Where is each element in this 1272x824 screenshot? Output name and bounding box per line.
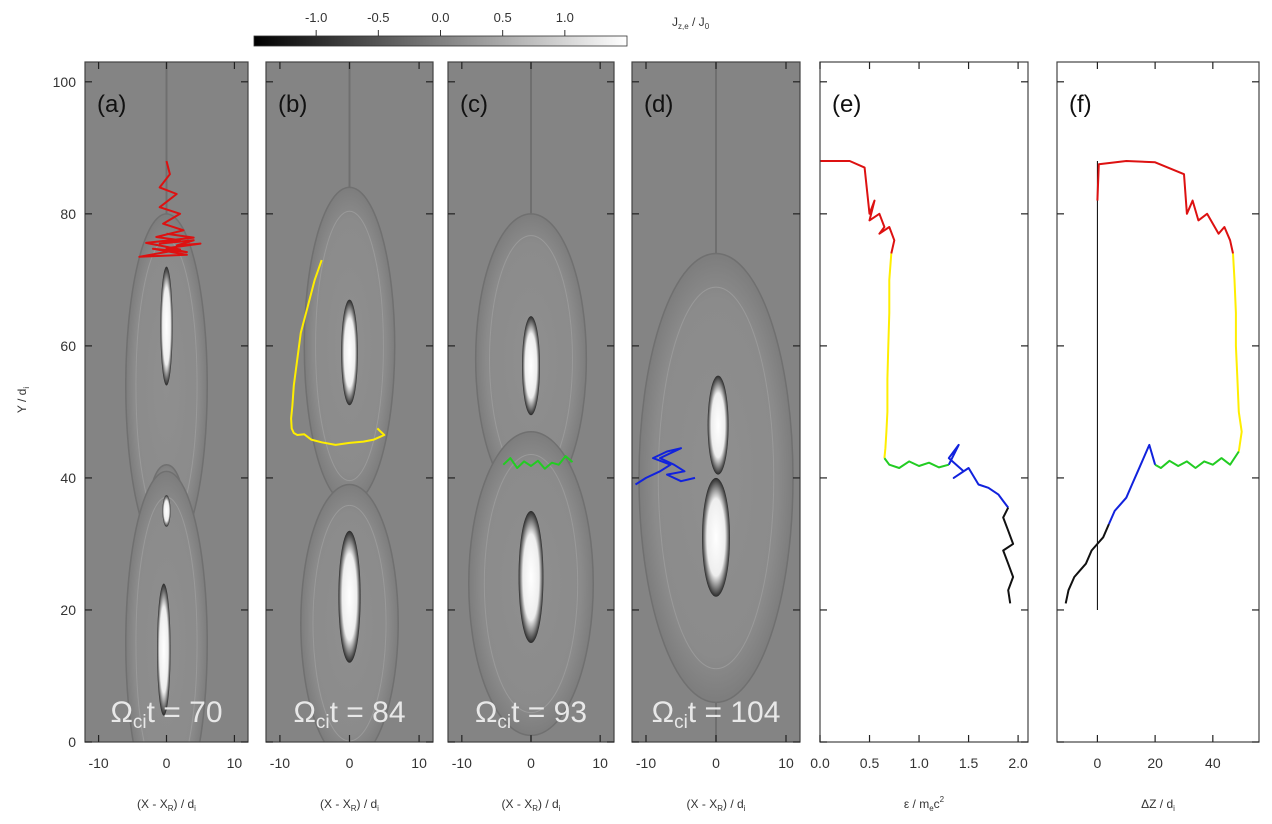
current-core (702, 477, 730, 597)
series-line (947, 443, 1009, 509)
y-tick-labels: 0 20 40 60 80 100 (53, 74, 77, 750)
plot-background (820, 62, 1028, 742)
y-tick-label: 20 (60, 602, 76, 618)
island-contour (657, 286, 775, 670)
series-line (1064, 523, 1110, 604)
series-line (883, 457, 950, 469)
series-line (883, 253, 893, 459)
electron-trajectory (634, 447, 696, 486)
island-contour (483, 453, 579, 714)
y-tick-label: 60 (60, 338, 76, 354)
x-tick-label: 0.5 (860, 755, 880, 771)
panel-frame (819, 61, 1029, 743)
x-axis-label: ΔZ / di (1141, 797, 1175, 813)
x-axis-label: (X - XR) / di (137, 797, 196, 813)
colorbar-tick-label: 0.5 (494, 10, 512, 25)
y-tick-label: 0 (68, 734, 76, 750)
series-line (820, 160, 896, 254)
x-tick-label: 1.5 (959, 755, 979, 771)
time-label: Ωcit = 70 (110, 696, 222, 733)
panel-e: 0.0 0.5 1.0 1.5 2.0 (e) ε / mec2 (810, 61, 1029, 813)
x-tick-label: 2.0 (1008, 755, 1028, 771)
current-core (707, 375, 729, 475)
colorbar-tick-label: -1.0 (305, 10, 327, 25)
series-line (1154, 450, 1240, 469)
x-axis-label: (X - XR) / di (687, 797, 746, 813)
panel-b: Ωcit = 84 -10 0 10 (b) (X - XR) / di (265, 61, 434, 813)
current-core (338, 530, 361, 663)
colorbar-tick-label: 0.0 (431, 10, 449, 25)
current-core (162, 495, 171, 527)
x-tick-label: -10 (270, 755, 290, 771)
panel-a: Ωcit = 70 -10 0 10 (a) (X - XR) / di (84, 61, 249, 813)
colorbar-tick-label: -0.5 (367, 10, 389, 25)
panel-f: 0 20 40 (f) ΔZ / di (1056, 61, 1260, 813)
x-tick-label: -10 (452, 755, 472, 771)
x-tick-label: 0 (1094, 755, 1102, 771)
x-axis-label: (X - XR) / di (320, 797, 379, 813)
y-tick-label: 100 (53, 74, 77, 90)
colorbar-tick-label: 1.0 (556, 10, 574, 25)
series-line (1002, 507, 1015, 604)
series-line (1107, 443, 1157, 525)
colorbar-gradient (253, 35, 628, 47)
electron-trajectory (502, 455, 574, 470)
panel-frame (1056, 61, 1260, 743)
colorbar-label: Jz,e / J0 (672, 15, 710, 31)
x-tick-label: 10 (592, 755, 608, 771)
time-label: Ωcit = 84 (293, 696, 405, 733)
plot-background (1057, 62, 1259, 742)
current-core (156, 583, 171, 716)
panel-d: Ωcit = 104 -10 0 10 (d) (X - XR) / di (631, 61, 801, 813)
panel-label: (b) (278, 91, 307, 118)
panel-c: Ωcit = 93 -10 0 10 (c) (X - XR) / di (447, 61, 615, 813)
y-tick-label: 40 (60, 470, 76, 486)
x-tick-label: 20 (1147, 755, 1163, 771)
x-tick-label: 0.0 (810, 755, 830, 771)
x-tick-label: 0 (346, 755, 354, 771)
x-axis-label: ε / mec2 (904, 795, 945, 813)
panel-label: (f) (1069, 91, 1092, 118)
x-tick-label: 1.0 (909, 755, 929, 771)
series-line (1232, 253, 1243, 452)
x-tick-label: -10 (636, 755, 656, 771)
time-label: Ωcit = 93 (475, 696, 587, 733)
x-tick-label: 10 (227, 755, 243, 771)
panel-label: (c) (460, 91, 488, 118)
x-tick-label: 10 (411, 755, 427, 771)
island-contour (315, 210, 384, 482)
panel-label: (e) (832, 91, 861, 118)
panel-label: (a) (97, 91, 126, 118)
electron-trajectory (138, 160, 202, 258)
x-tick-label: 0 (163, 755, 171, 771)
colorbar: -1.0 -0.5 0.0 0.5 1.0 Jz,e / J0 (253, 10, 710, 47)
panel-label: (d) (644, 91, 673, 118)
current-core (518, 510, 544, 643)
x-tick-label: 40 (1205, 755, 1221, 771)
current-core (341, 299, 358, 406)
x-axis-label: (X - XR) / di (502, 797, 561, 813)
x-tick-label: -10 (88, 755, 108, 771)
series-line (1096, 160, 1234, 254)
current-core (160, 266, 173, 386)
time-label: Ωcit = 104 (652, 696, 781, 733)
x-tick-label: 10 (778, 755, 794, 771)
x-tick-label: 0 (712, 755, 720, 771)
electron-trajectory (290, 259, 386, 446)
x-tick-label: 0 (527, 755, 535, 771)
y-axis-label: Y / di (15, 387, 31, 413)
y-tick-label: 80 (60, 206, 76, 222)
current-core (522, 316, 540, 416)
